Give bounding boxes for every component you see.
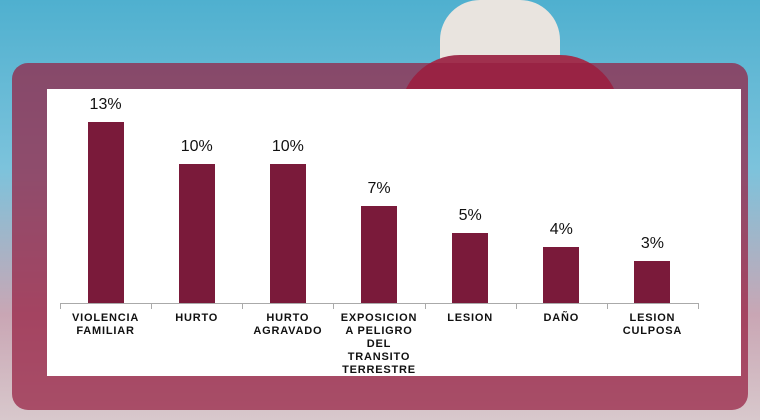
x-axis (60, 303, 698, 304)
x-tick (60, 303, 61, 309)
bar (361, 205, 397, 303)
value-label: 7% (367, 179, 391, 197)
x-tick (151, 303, 153, 309)
bar (178, 163, 215, 303)
value-label: 4% (549, 221, 573, 239)
bar (543, 247, 580, 303)
x-tick-label: DAÑO (543, 312, 580, 324)
value-label: 13% (89, 96, 122, 113)
x-tick-label: LESION CULPOSA (622, 312, 683, 337)
x-tick (606, 303, 608, 309)
value-label: 5% (458, 207, 482, 225)
x-tick-label: VIOLENCIA FAMILIAR (72, 312, 140, 337)
x-tick-label: HURTO (175, 312, 219, 324)
x-tick (424, 303, 426, 309)
x-tick (515, 303, 517, 309)
bar (452, 233, 489, 303)
value-label: 3% (640, 235, 664, 253)
value-label: 10% (271, 137, 304, 155)
x-tick-label: EXPOSICION A PELIGRO DEL TRANSITO TERRES… (340, 312, 418, 376)
bar (634, 261, 671, 303)
x-tick (242, 303, 244, 309)
value-label: 10% (180, 137, 213, 155)
x-tick-label: LESION (447, 312, 494, 324)
x-tick-label: HURTO AGRAVADO (253, 312, 323, 337)
bar (269, 163, 306, 303)
x-tick (698, 303, 699, 309)
x-tick (333, 303, 335, 309)
chart: 13% VIOLENCIA FAMILIAR 10% HURTO 10% HURTO AG… (47, 89, 741, 376)
bar (87, 122, 124, 303)
